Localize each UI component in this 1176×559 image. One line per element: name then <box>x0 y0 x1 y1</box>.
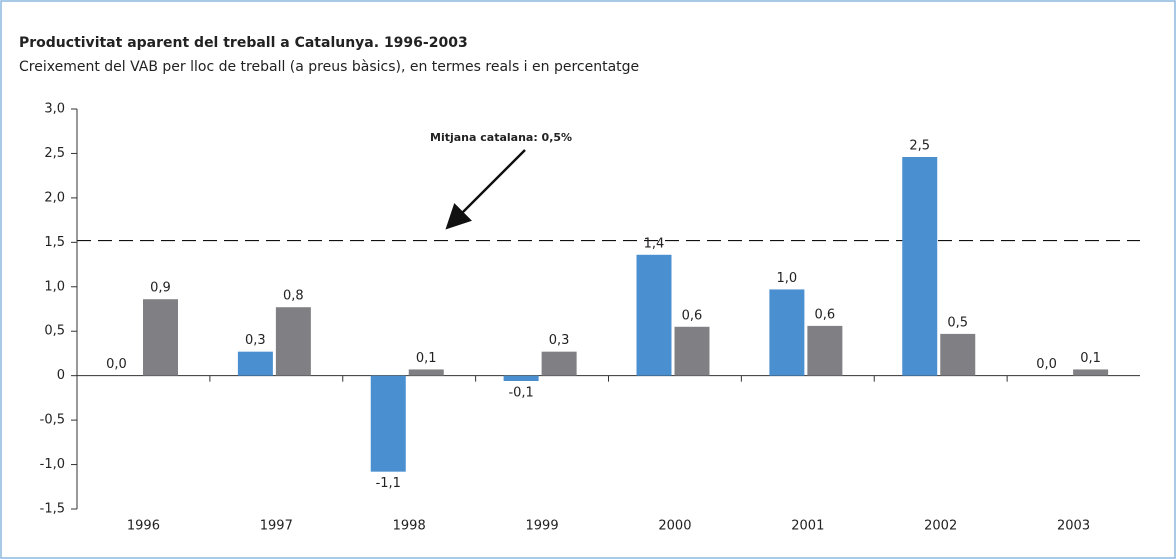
y-tick-label: 2,5 <box>44 146 65 161</box>
bar <box>1073 369 1109 376</box>
x-tick-label: 2001 <box>791 519 824 534</box>
bar <box>275 307 311 376</box>
bar <box>503 375 539 381</box>
value-label: -1,1 <box>376 476 401 491</box>
y-tick-label: -0,5 <box>40 413 65 428</box>
x-tick-label: 2003 <box>1057 519 1090 534</box>
value-label: 1,4 <box>644 236 665 251</box>
y-tick-label: 1,0 <box>44 279 65 294</box>
annotation: Mitjana catalana: 0,5% <box>430 131 572 144</box>
value-label: 0,0 <box>1036 357 1057 372</box>
bar <box>674 326 710 376</box>
bar <box>902 157 938 376</box>
value-label: 0,1 <box>1080 351 1101 366</box>
x-tick-label: 1996 <box>127 519 160 534</box>
value-label: 0,9 <box>150 281 171 296</box>
x-tick-label: 1998 <box>393 519 426 534</box>
value-label: -0,1 <box>508 386 533 401</box>
y-tick-label: 1,5 <box>44 235 65 250</box>
y-tick-label: 0 <box>57 368 65 383</box>
chart-title: Productivitat aparent del treball a Cata… <box>19 35 468 51</box>
chart-subtitle: Creixement del VAB per lloc de treball (… <box>19 59 639 75</box>
value-label: 0,3 <box>549 333 570 348</box>
bar <box>370 375 406 472</box>
bar <box>807 325 843 376</box>
bar <box>408 369 444 376</box>
x-tick-label: 2000 <box>658 519 691 534</box>
value-label: 0,1 <box>416 351 437 366</box>
value-label: 2,5 <box>909 139 930 154</box>
value-label: 0,5 <box>947 315 968 330</box>
y-tick-label: 0,5 <box>44 324 65 339</box>
y-tick-label: -1,0 <box>40 457 65 472</box>
value-label: 0,6 <box>815 307 836 322</box>
value-label: 0,0 <box>106 357 127 372</box>
bar <box>769 289 805 376</box>
bar <box>237 351 273 376</box>
x-tick-label: 1997 <box>260 519 293 534</box>
bar <box>940 333 976 376</box>
bar <box>636 254 672 376</box>
value-label: 0,3 <box>245 333 266 348</box>
x-tick-label: 1999 <box>526 519 559 534</box>
value-label: 1,0 <box>777 271 798 286</box>
y-tick-label: 3,0 <box>44 102 65 117</box>
annotation-arrow <box>445 149 526 230</box>
y-tick-label: -1,5 <box>40 502 65 517</box>
x-tick-label: 2002 <box>924 519 957 534</box>
bar <box>143 299 178 376</box>
value-label: 0,6 <box>682 308 703 323</box>
bar <box>541 351 577 376</box>
y-tick-label: 2,0 <box>44 190 65 205</box>
value-label: 0,8 <box>283 289 304 304</box>
